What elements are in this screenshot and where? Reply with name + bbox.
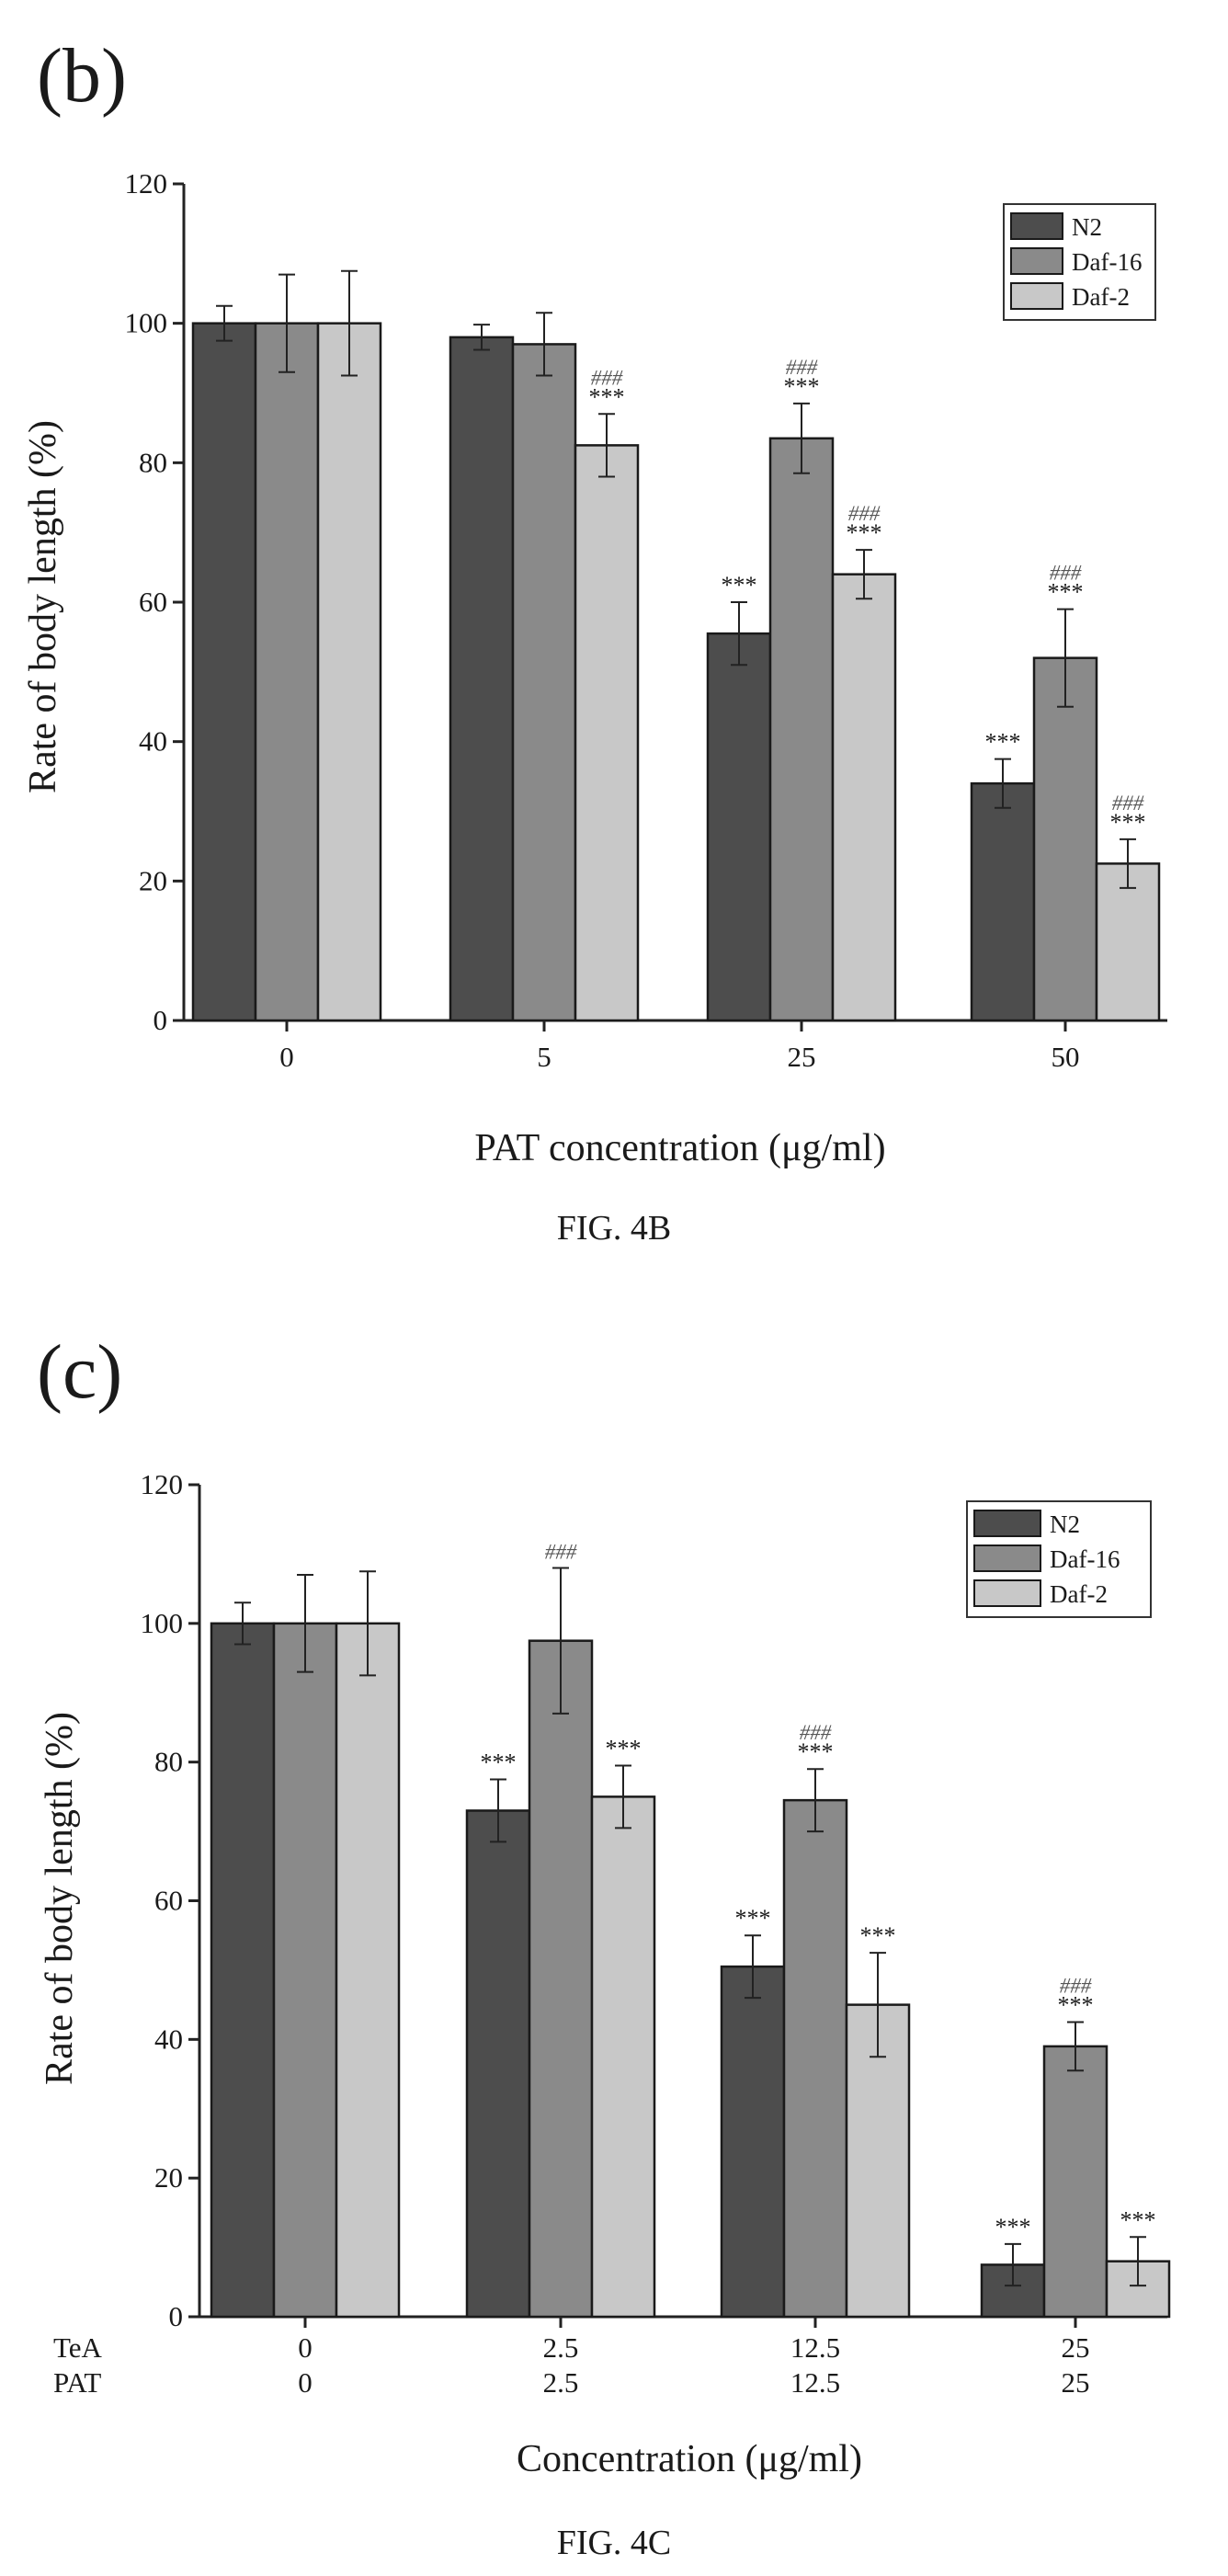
- panel-c-y-tick-label: 0: [169, 2300, 184, 2332]
- panel-b-significance-stars: ***: [1110, 809, 1146, 836]
- panel-b-caption: FIG. 4B: [557, 1209, 672, 1248]
- panel-b-significance-stars: ***: [722, 572, 757, 598]
- panel-c-legend-label: N2: [1050, 1510, 1080, 1538]
- panel-b-legend-label: Daf-2: [1072, 283, 1130, 311]
- panel-b: (b) 020406080100120***###******###***###…: [22, 33, 1167, 1248]
- panel-b-x-tick-label: 25: [788, 1041, 816, 1073]
- panel-b-bar: [970, 781, 1036, 1022]
- panel-c-plot-area: 020406080100120***###*********###*******…: [53, 1468, 1171, 2399]
- panel-c-legend-swatch: [973, 1544, 1041, 1572]
- panel-b-bar: [449, 336, 515, 1022]
- panel-b-significance-stars: ***: [784, 373, 820, 400]
- panel-b-x-axis-title: PAT concentration (μg/ml): [474, 1127, 885, 1169]
- panel-b-significance-hashes: ###: [1112, 792, 1144, 815]
- panel-c-y-tick-label: 80: [154, 1746, 183, 1778]
- panel-c-x-tick-label: 25: [1062, 2366, 1090, 2399]
- panel-c-y-tick-label: 120: [141, 1468, 184, 1500]
- panel-b-significance-stars: ***: [985, 729, 1021, 756]
- panel-b-bar: [316, 322, 382, 1022]
- panel-b-bar: [191, 322, 257, 1022]
- panel-b-bar: [831, 573, 897, 1022]
- panel-b-bar: [511, 343, 577, 1022]
- panel-b-y-tick-label: 40: [139, 725, 167, 758]
- panel-b-legend-swatch: [1010, 212, 1063, 240]
- panel-c-legend-swatch: [973, 1579, 1041, 1607]
- panel-c-x-tick-label: 0: [298, 2331, 313, 2364]
- panel-c-legend-label: Daf-2: [1050, 1580, 1108, 1608]
- panel-b-y-tick-label: 120: [125, 167, 168, 199]
- panel-c-y-tick-label: 100: [141, 1607, 184, 1639]
- panel-c-legend-swatch: [973, 1510, 1041, 1537]
- panel-b-bar: [768, 437, 835, 1022]
- panel-c-bar: [528, 1639, 594, 2319]
- panel-b-y-tick-label: 100: [125, 307, 168, 339]
- panel-b-significance-hashes: ###: [1050, 562, 1082, 585]
- panel-c-x-tick-label: 2.5: [543, 2331, 579, 2364]
- panel-c-x-tick-label: 0: [298, 2366, 313, 2399]
- panel-c-significance-stars: ***: [481, 1750, 517, 1776]
- panel-c-bar: [210, 1622, 276, 2319]
- panel-c-bar: [590, 1795, 656, 2319]
- panel-b-legend-swatch: [1010, 282, 1063, 310]
- panel-c-letter: (c): [37, 1329, 122, 1415]
- panel-b-y-tick-label: 60: [139, 586, 167, 618]
- panel-b-x-tick-label: 5: [537, 1041, 551, 1073]
- panel-b-significance-hashes: ###: [591, 366, 623, 389]
- panel-c-significance-stars: ***: [606, 1735, 642, 1761]
- panel-c-significance-stars: ***: [735, 1905, 771, 1932]
- panel-c-x-axis-title: Concentration (μg/ml): [517, 2438, 862, 2480]
- panel-c-bar: [1042, 2045, 1109, 2319]
- panel-c-bar: [335, 1622, 401, 2319]
- panel-c-bar: [782, 1798, 848, 2319]
- panel-b-bar: [1095, 862, 1161, 1022]
- panel-b-significance-hashes: ###: [848, 502, 881, 525]
- panel-b-y-axis-title: Rate of body length (%): [22, 420, 64, 793]
- panel-b-significance-hashes: ###: [786, 356, 818, 379]
- panel-b-y-tick-label: 20: [139, 864, 167, 896]
- panel-c-significance-hashes: ###: [800, 1721, 832, 1744]
- panel-c-row-label-tea: TeA: [53, 2331, 103, 2364]
- panel-b-significance-stars: ***: [847, 519, 882, 546]
- panel-b-legend-label: Daf-16: [1072, 248, 1142, 276]
- panel-c-significance-hashes: ###: [1060, 1974, 1092, 1997]
- panel-c-bar: [272, 1622, 338, 2319]
- panel-b-bar: [1032, 656, 1098, 1022]
- panel-b-bar: [254, 322, 320, 1022]
- panel-c-x-tick-label: 12.5: [790, 2331, 840, 2364]
- panel-b-legend-label: N2: [1072, 213, 1102, 241]
- panel-c-y-axis-title: Rate of body length (%): [39, 1712, 81, 2085]
- panel-b-letter: (b): [37, 33, 127, 119]
- panel-c-y-tick-label: 40: [154, 2023, 183, 2055]
- panel-c-significance-stars: ***: [1058, 1991, 1094, 2018]
- panel-b-plot-area: 020406080100120***###******###***###****…: [125, 167, 1167, 1073]
- panel-b-bar: [706, 632, 772, 1022]
- panel-c-x-tick-label: 2.5: [543, 2366, 579, 2399]
- panel-c-row-label-pat: PAT: [53, 2366, 101, 2399]
- panel-c: (c) 020406080100120***###*********###***…: [37, 1329, 1171, 2562]
- panel-c-caption: FIG. 4C: [557, 2524, 672, 2562]
- panel-b-significance-stars: ***: [1048, 579, 1084, 606]
- panel-b-legend-swatch: [1010, 247, 1063, 275]
- panel-c-significance-stars: ***: [798, 1738, 834, 1765]
- panel-c-significance-stars: ***: [860, 1922, 896, 1949]
- panel-b-significance-stars: ***: [589, 383, 625, 410]
- panel-c-x-tick-label: 25: [1062, 2331, 1090, 2364]
- panel-c-x-tick-label: 12.5: [790, 2366, 840, 2399]
- panel-b-x-tick-label: 0: [279, 1041, 294, 1073]
- panel-c-legend-label: Daf-16: [1050, 1545, 1120, 1573]
- panel-b-y-tick-label: 0: [154, 1004, 168, 1036]
- panel-c-y-tick-label: 60: [154, 1885, 183, 1917]
- panel-c-bar: [720, 1965, 786, 2319]
- panel-c-y-tick-label: 20: [154, 2161, 183, 2194]
- panel-b-bar: [574, 444, 640, 1022]
- panel-b-y-tick-label: 80: [139, 446, 167, 478]
- panel-c-significance-stars: ***: [1120, 2206, 1156, 2233]
- panel-b-x-tick-label: 50: [1052, 1041, 1080, 1073]
- panel-c-significance-hashes: ###: [545, 1541, 577, 1564]
- panel-c-significance-stars: ***: [995, 2214, 1031, 2240]
- panel-c-bar: [465, 1809, 531, 2319]
